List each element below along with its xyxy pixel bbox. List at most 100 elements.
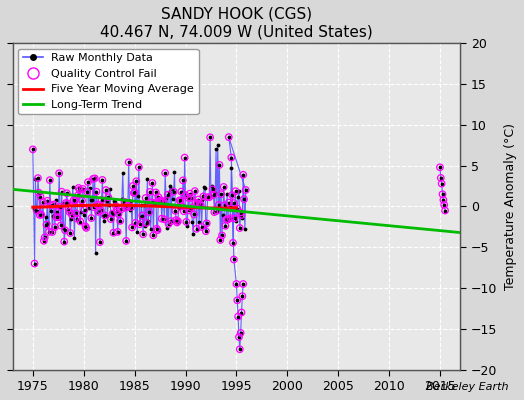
Point [230, 256, 238, 263]
Point [158, 199, 167, 206]
Point [215, 162, 224, 168]
Point [156, 199, 164, 205]
Point [64, 205, 73, 212]
Point [230, 200, 238, 206]
Point [68, 212, 76, 218]
Point [156, 199, 164, 205]
Point [132, 178, 140, 184]
Point [178, 203, 187, 210]
Point [118, 170, 127, 176]
Point [130, 189, 139, 196]
Point [132, 220, 140, 226]
Point [79, 186, 87, 192]
Point [37, 212, 46, 218]
Point [71, 198, 80, 204]
Point [34, 175, 42, 181]
Point [230, 200, 238, 206]
Point [216, 237, 224, 243]
Point [194, 196, 202, 203]
Point [64, 205, 73, 212]
Point [92, 188, 101, 195]
Legend: Raw Monthly Data, Quality Control Fail, Five Year Moving Average, Long-Term Tren: Raw Monthly Data, Quality Control Fail, … [18, 49, 199, 114]
Point [221, 202, 229, 208]
Point [189, 230, 198, 237]
Point [56, 204, 64, 210]
Point [58, 188, 66, 195]
Point [77, 209, 85, 215]
Point [169, 188, 178, 195]
Point [208, 183, 216, 189]
Point [36, 212, 44, 218]
Point [224, 216, 232, 223]
Point [190, 211, 198, 218]
Point [203, 194, 212, 200]
Point [438, 191, 446, 198]
Point [30, 260, 39, 267]
Point [237, 309, 246, 316]
Point [67, 216, 75, 222]
Point [76, 218, 84, 225]
Point [209, 192, 217, 198]
Point [89, 176, 97, 182]
Point [182, 219, 191, 225]
Point [234, 194, 242, 200]
Point [122, 238, 130, 244]
Point [47, 202, 56, 208]
Point [206, 134, 214, 140]
Point [163, 192, 172, 198]
Point [96, 239, 104, 245]
Point [55, 170, 63, 176]
Point [145, 209, 153, 216]
Point [209, 192, 217, 198]
Point [187, 195, 195, 201]
Point [119, 200, 128, 206]
Point [180, 154, 189, 161]
Point [225, 134, 233, 140]
Point [63, 200, 72, 206]
Point [157, 197, 165, 204]
Point [73, 216, 81, 222]
Point [117, 206, 125, 212]
Point [215, 162, 224, 168]
Point [50, 201, 58, 208]
Point [35, 190, 43, 196]
Point [230, 256, 238, 263]
Point [220, 184, 228, 190]
Point [141, 195, 150, 201]
Point [29, 146, 37, 152]
Point [75, 186, 84, 193]
Point [235, 334, 243, 340]
Point [179, 177, 187, 184]
Point [151, 189, 160, 196]
Point [132, 220, 140, 226]
Point [97, 197, 106, 203]
Point [180, 154, 189, 161]
Point [93, 202, 102, 208]
Point [69, 184, 77, 191]
Point [47, 202, 56, 208]
Point [40, 238, 48, 244]
Point [115, 210, 124, 216]
Point [45, 229, 53, 235]
Point [60, 238, 69, 245]
Point [127, 204, 135, 210]
Point [121, 199, 129, 205]
Point [65, 209, 73, 215]
Point [438, 191, 446, 198]
Point [170, 169, 179, 176]
Point [180, 208, 188, 214]
Point [191, 188, 199, 194]
Point [185, 190, 194, 197]
Point [194, 196, 202, 203]
Point [107, 209, 116, 216]
Point [441, 207, 449, 214]
Point [227, 165, 235, 171]
Point [177, 188, 185, 195]
Point [438, 180, 446, 187]
Point [221, 223, 230, 229]
Point [69, 197, 78, 204]
Point [232, 218, 241, 224]
Point [102, 187, 110, 193]
Point [190, 211, 198, 218]
Point [121, 199, 129, 205]
